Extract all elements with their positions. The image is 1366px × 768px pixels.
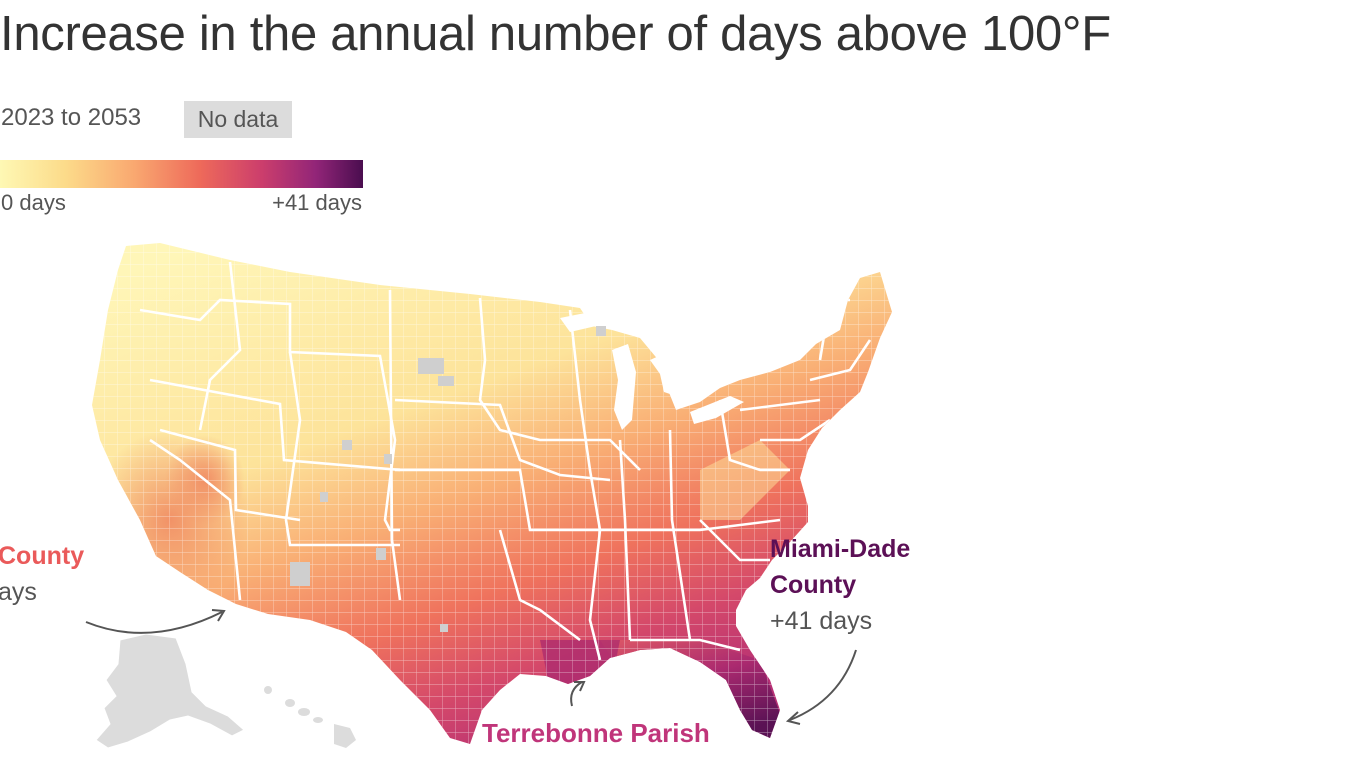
contiguous-us-map bbox=[92, 243, 892, 744]
color-scale-bar bbox=[0, 160, 363, 188]
lake-superior bbox=[560, 310, 640, 332]
no-data-counties bbox=[290, 326, 606, 632]
miami-dade-label-line1: Miami-Dade bbox=[770, 535, 911, 563]
alaska-shape bbox=[95, 633, 245, 749]
lake-michigan bbox=[612, 344, 636, 430]
la-county-value: ays bbox=[0, 578, 37, 606]
island-shape bbox=[264, 686, 272, 694]
legend-min-label: 0 days bbox=[1, 190, 66, 215]
miami-dade-arrowhead bbox=[785, 711, 801, 725]
la-county-arrow bbox=[85, 611, 223, 634]
chart-title: Increase in the annual number of days ab… bbox=[0, 7, 1111, 61]
no-data-legend-swatch: No data bbox=[184, 101, 292, 138]
lake-erie bbox=[690, 396, 744, 424]
miami-dade-label-line2: County bbox=[770, 571, 857, 599]
la-county-label: County bbox=[0, 542, 85, 570]
la-county-arrowhead bbox=[211, 609, 226, 622]
miami-dade-value: +41 days bbox=[770, 607, 873, 635]
la-county-annotation: County ays bbox=[0, 538, 84, 610]
lake-huron bbox=[650, 350, 690, 398]
legend-max-label: +41 days bbox=[272, 190, 362, 215]
terrebonne-label: Terrebonne Parish bbox=[482, 718, 710, 748]
miami-dade-annotation: Miami-Dade County +41 days bbox=[770, 531, 910, 639]
legend-period-label: 2023 to 2053 bbox=[1, 104, 142, 131]
miami-dade-arrow bbox=[789, 649, 857, 721]
hawaii-shape bbox=[285, 699, 356, 748]
terrebonne-arrowhead bbox=[574, 681, 586, 692]
terrebonne-arrow bbox=[570, 681, 583, 707]
